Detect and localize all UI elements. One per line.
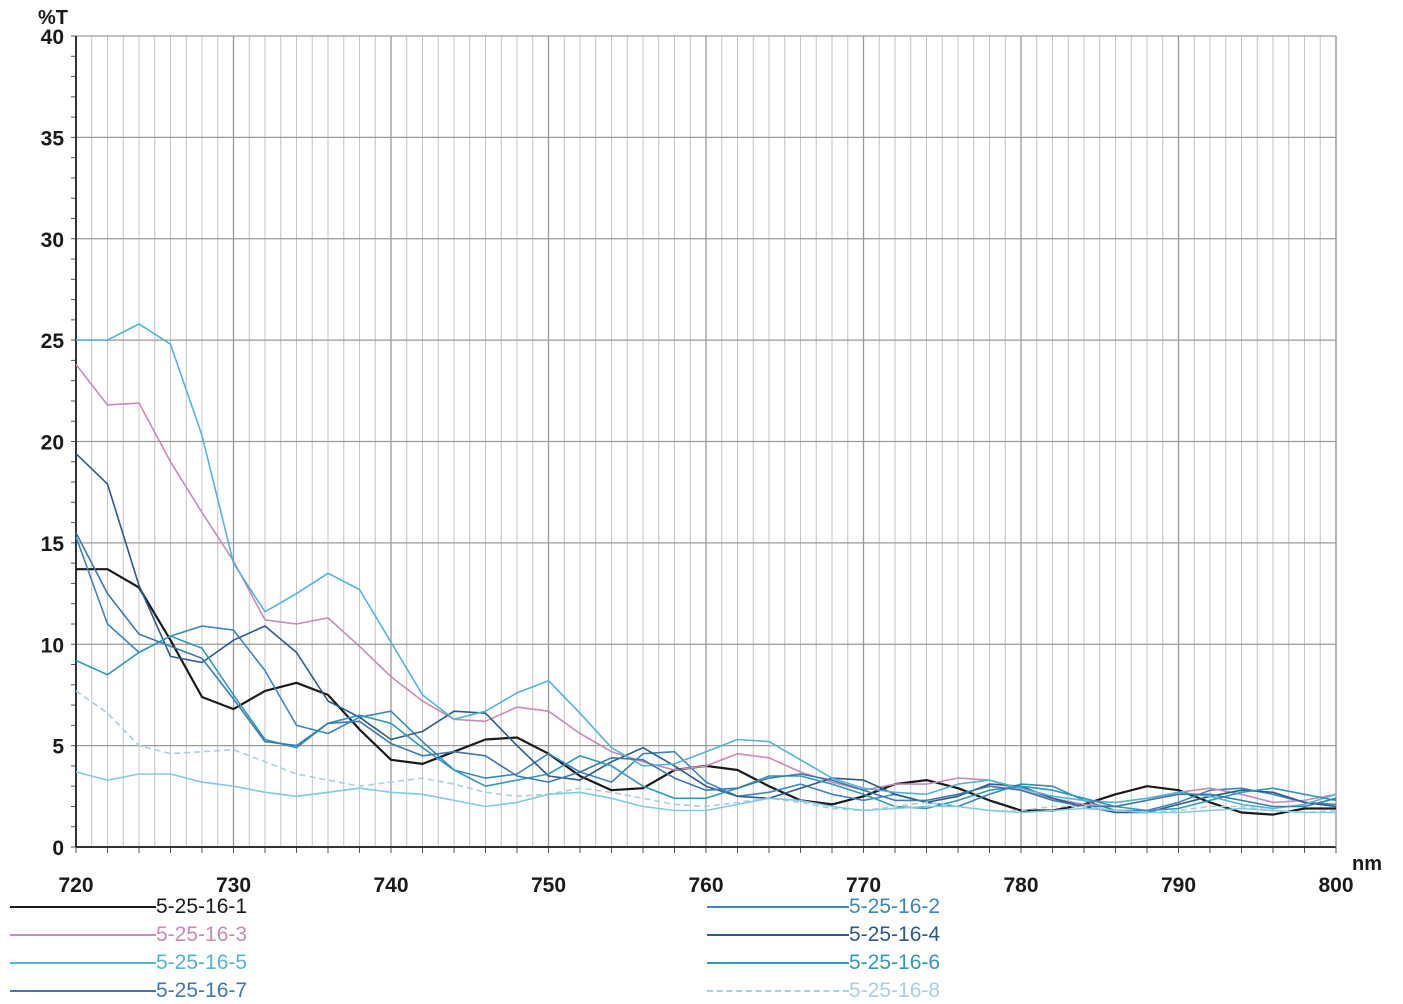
y-tick-label: 25 <box>41 330 65 353</box>
x-tick-label: 740 <box>373 874 408 897</box>
y-tick-label: 30 <box>41 229 64 252</box>
x-tick-label: 790 <box>1161 874 1196 897</box>
x-tick-label: 800 <box>1318 874 1353 897</box>
x-tick-label: 720 <box>58 874 93 897</box>
series-line <box>76 323 1337 810</box>
tick-labels: 0 5 10 15 20 25 30 35 40 720 730 740 750 760 770 780 790… <box>41 26 1354 897</box>
y-tick-label: 35 <box>41 127 65 150</box>
y-tick-label: 15 <box>41 533 65 556</box>
x-tick-label: 730 <box>216 874 251 897</box>
series-line <box>75 532 1337 808</box>
x-tick-label: 750 <box>531 874 566 897</box>
x-tick-label: 760 <box>688 874 723 897</box>
series-line <box>75 771 1336 814</box>
y-tick-label: 40 <box>41 26 64 49</box>
y-axis-label: %T <box>38 7 68 29</box>
x-axis-label: nm <box>1352 853 1382 875</box>
y-tick-label: 0 <box>52 837 64 860</box>
x-tick-label: 780 <box>1003 874 1038 897</box>
x-tick-label: 770 <box>846 874 881 897</box>
y-tick-label: 10 <box>41 634 64 657</box>
y-tick-label: 5 <box>52 736 64 759</box>
series-lines <box>75 323 1337 816</box>
grid <box>75 35 1337 848</box>
axes <box>71 35 1337 853</box>
y-tick-label: 20 <box>41 432 64 455</box>
series-line <box>75 453 1337 814</box>
